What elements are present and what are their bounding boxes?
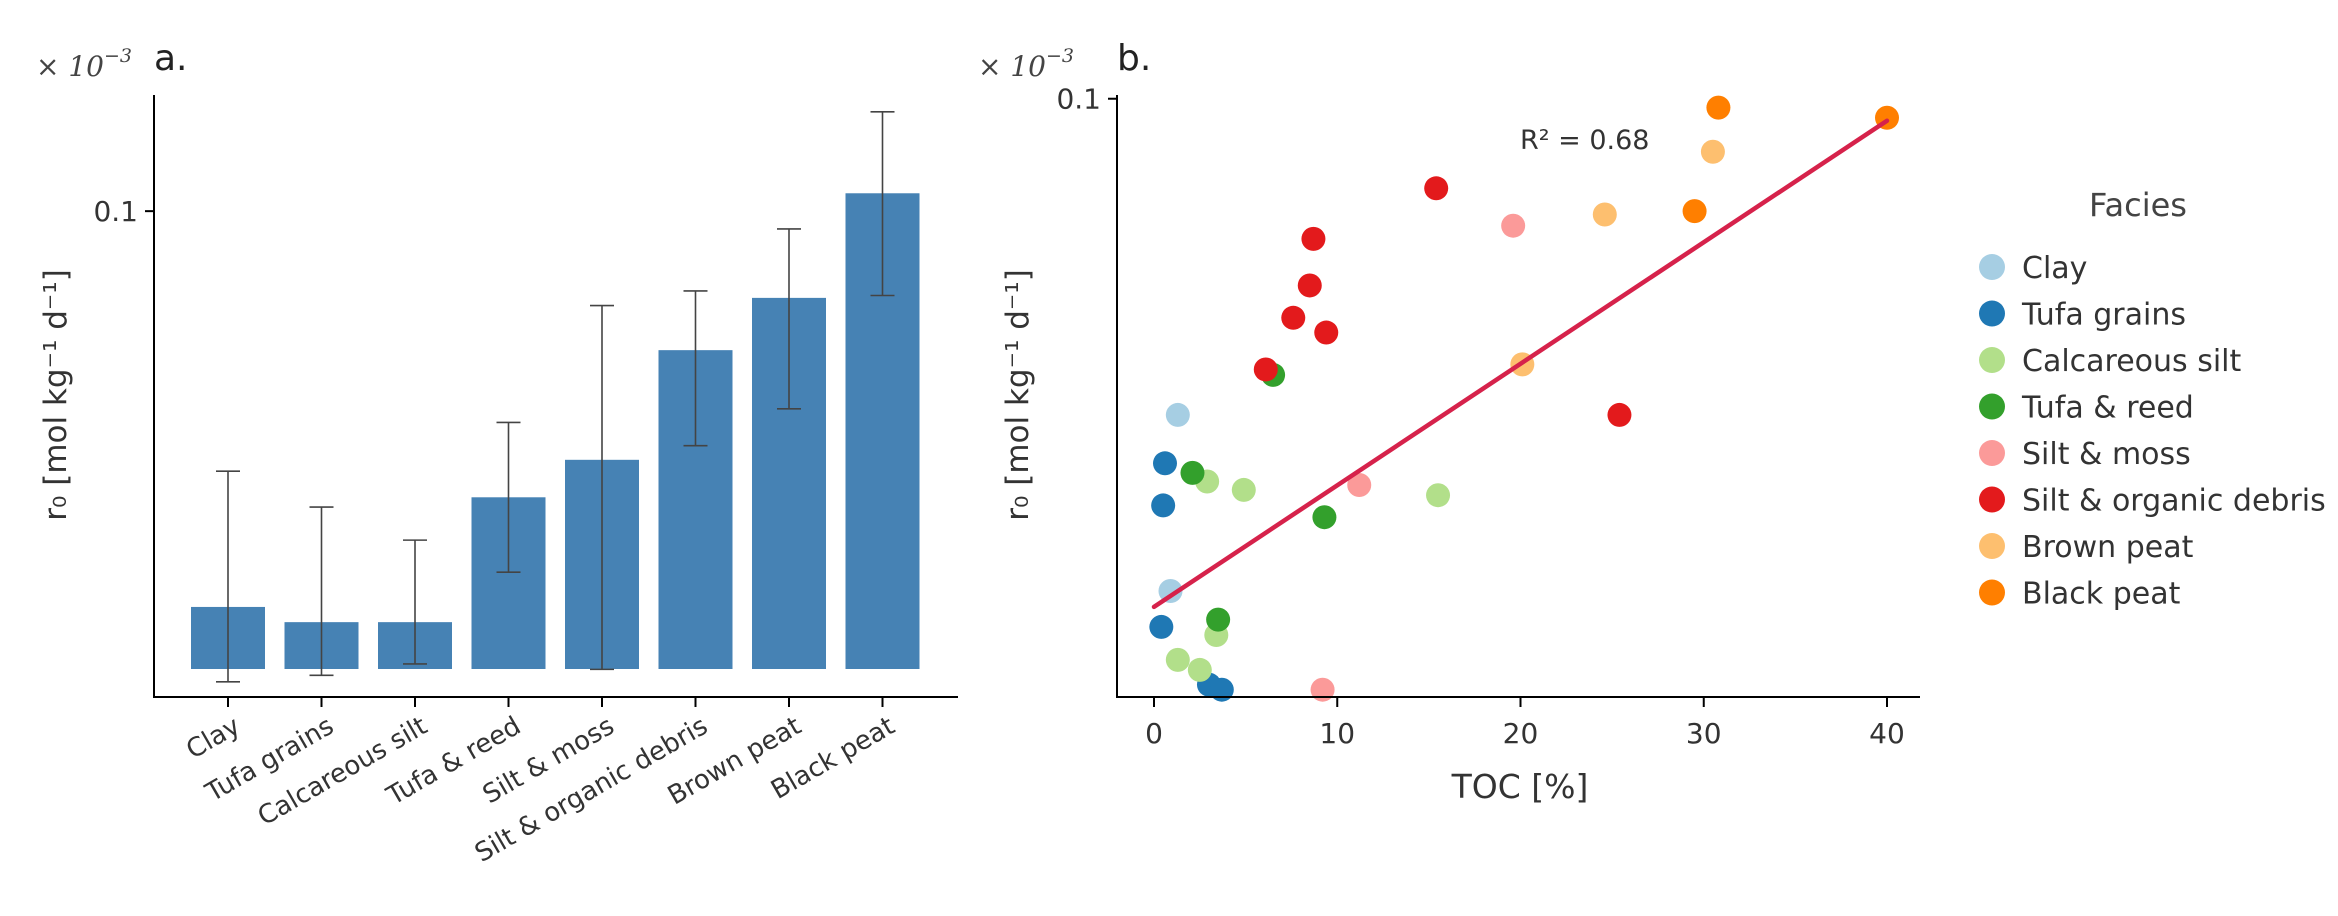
point-silt-and-organic-debris-5 xyxy=(1314,320,1339,345)
point-calcareous-silt-4 xyxy=(1165,647,1190,672)
point-silt-and-organic-debris-4 xyxy=(1281,305,1306,330)
panel-b-y-ticks: 0.1 xyxy=(1056,83,1117,116)
point-tufa-grains-2 xyxy=(1151,493,1176,518)
panel-a-scale-base: × 10 xyxy=(36,50,104,83)
x-tick-label-20: 20 xyxy=(1503,717,1539,750)
point-silt-and-organic-debris-3 xyxy=(1297,273,1322,298)
panel-a-y-ticks: 0.1 xyxy=(93,195,154,228)
legend-label-brown-peat: Brown peat xyxy=(2022,530,2194,565)
legend-label-clay: Clay xyxy=(2022,251,2087,286)
panel-a-scale-note: × 10−3 xyxy=(36,45,132,83)
point-clay-1 xyxy=(1165,402,1190,427)
legend-marker-black-peat xyxy=(1979,579,2005,606)
point-tufa-grains-5 xyxy=(1209,677,1234,702)
point-tufa-and-reed-3 xyxy=(1312,505,1337,530)
legend-marker-silt-and-organic-debris xyxy=(1979,486,2005,513)
point-silt-and-organic-debris-6 xyxy=(1253,357,1278,382)
point-silt-and-moss-3 xyxy=(1310,677,1335,702)
legend-label-tufa-and-reed: Tufa & reed xyxy=(2021,391,2194,426)
panel-b-scale-base: × 10 xyxy=(978,50,1046,83)
x-tick-label-40: 40 xyxy=(1869,717,1905,750)
point-clay-2 xyxy=(1158,578,1183,603)
r-squared-annotation: R² = 0.68 xyxy=(1520,125,1650,156)
y-tick-label: 0.1 xyxy=(93,195,138,228)
legend-label-calcareous-silt: Calcareous silt xyxy=(2022,344,2242,379)
point-silt-and-organic-debris-7 xyxy=(1607,402,1632,427)
panel-a-error-bars xyxy=(216,110,895,683)
x-tick-label-0: 0 xyxy=(1145,717,1163,750)
point-tufa-grains-1 xyxy=(1152,451,1177,476)
point-tufa-and-reed-4 xyxy=(1206,607,1231,632)
panel-a: × 10−3 a. r₀ [mol kg⁻¹ d⁻¹] 0.1 ClayTufa… xyxy=(36,38,958,869)
legend-marker-brown-peat xyxy=(1979,533,2005,559)
legend: Facies Clay Tufa grains Calcareous silt Tuf… xyxy=(1979,186,2326,612)
legend-items: Clay Tufa grains Calcareous silt Tufa & ree… xyxy=(1979,251,2326,612)
point-silt-and-organic-debris-2 xyxy=(1301,226,1326,251)
panel-b-letter: b. xyxy=(1117,38,1151,79)
panel-b-scale-exponent: −3 xyxy=(1046,45,1074,67)
panel-b-axes xyxy=(1116,95,1920,698)
panel-a-bars xyxy=(191,193,920,669)
point-brown-peat-2 xyxy=(1592,202,1617,227)
legend-marker-tufa-and-reed xyxy=(1979,393,2005,420)
legend-title: Facies xyxy=(2089,186,2187,224)
point-tufa-and-reed-1 xyxy=(1180,460,1205,485)
legend-marker-silt-and-moss xyxy=(1979,440,2005,466)
panel-a-scale-exponent: −3 xyxy=(104,45,132,67)
point-silt-and-moss-2 xyxy=(1347,472,1372,497)
panel-b-x-ticks: 0 10 20 30 40 xyxy=(1145,697,1905,750)
x-tick-label-30: 30 xyxy=(1686,717,1722,750)
point-brown-peat-1 xyxy=(1700,139,1725,164)
point-silt-and-moss-1 xyxy=(1501,213,1526,238)
panel-b-scale-note: × 10−3 xyxy=(978,45,1074,83)
panel-b: × 10−3 b. r₀ [mol kg⁻¹ d⁻¹] TOC [%] R² =… xyxy=(978,38,1920,806)
panel-b-x-axis-label: TOC [%] xyxy=(1451,767,1589,806)
panel-a-y-axis-label: r₀ [mol kg⁻¹ d⁻¹] xyxy=(38,269,74,521)
legend-marker-tufa-grains xyxy=(1979,300,2005,327)
x-tick-label-10: 10 xyxy=(1319,717,1355,750)
x-tick-label-clay: Clay xyxy=(181,711,245,765)
point-calcareous-silt-2 xyxy=(1231,477,1256,502)
legend-label-silt-and-organic-debris: Silt & organic debris xyxy=(2022,484,2326,519)
point-tufa-grains-3 xyxy=(1149,614,1174,639)
point-black-peat-1 xyxy=(1706,95,1731,120)
legend-marker-clay xyxy=(1979,254,2005,280)
legend-label-tufa-grains: Tufa grains xyxy=(2021,298,2186,333)
panel-a-axes xyxy=(153,95,958,698)
regression-line xyxy=(1151,118,1890,610)
panel-b-y-axis-label: r₀ [mol kg⁻¹ d⁻¹] xyxy=(1000,269,1036,521)
legend-label-silt-and-moss: Silt & moss xyxy=(2022,437,2191,472)
y-tick-label: 0.1 xyxy=(1056,83,1101,116)
point-calcareous-silt-5 xyxy=(1187,657,1212,682)
point-black-peat-3 xyxy=(1682,199,1707,224)
panel-a-letter: a. xyxy=(154,38,188,79)
legend-label-black-peat: Black peat xyxy=(2022,577,2181,612)
legend-marker-calcareous-silt xyxy=(1979,347,2005,373)
point-calcareous-silt-3 xyxy=(1426,483,1451,508)
point-silt-and-organic-debris-1 xyxy=(1424,176,1449,201)
